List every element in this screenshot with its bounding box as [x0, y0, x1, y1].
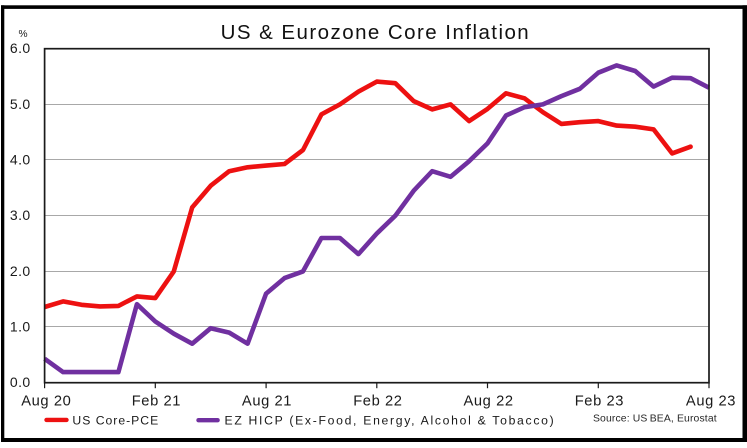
svg-text:US & Eurozone Core Inflation: US & Eurozone Core Inflation	[221, 21, 531, 44]
svg-text:%: %	[19, 29, 28, 40]
svg-text:Feb 23: Feb 23	[575, 394, 624, 410]
svg-text:Aug 23: Aug 23	[686, 394, 736, 410]
svg-text:Feb 22: Feb 22	[353, 394, 402, 410]
svg-text:2.0: 2.0	[10, 263, 31, 279]
svg-text:1.0: 1.0	[10, 319, 31, 335]
svg-text:Feb 21: Feb 21	[132, 394, 181, 410]
svg-text:Aug 21: Aug 21	[242, 394, 292, 410]
svg-text:5.0: 5.0	[10, 96, 31, 112]
svg-text:Source: US BEA, Eurostat: Source: US BEA, Eurostat	[593, 413, 717, 424]
svg-text:US Core-PCE: US Core-PCE	[72, 413, 159, 427]
svg-text:4.0: 4.0	[10, 152, 31, 168]
svg-text:Aug 20: Aug 20	[21, 394, 71, 410]
svg-text:EZ HICP (Ex-Food, Energy, Alco: EZ HICP (Ex-Food, Energy, Alcohol & Toba…	[225, 414, 556, 428]
svg-text:6.0: 6.0	[10, 40, 31, 56]
svg-text:3.0: 3.0	[10, 207, 31, 223]
svg-text:0.0: 0.0	[10, 374, 31, 390]
svg-text:Aug 22: Aug 22	[464, 394, 514, 410]
